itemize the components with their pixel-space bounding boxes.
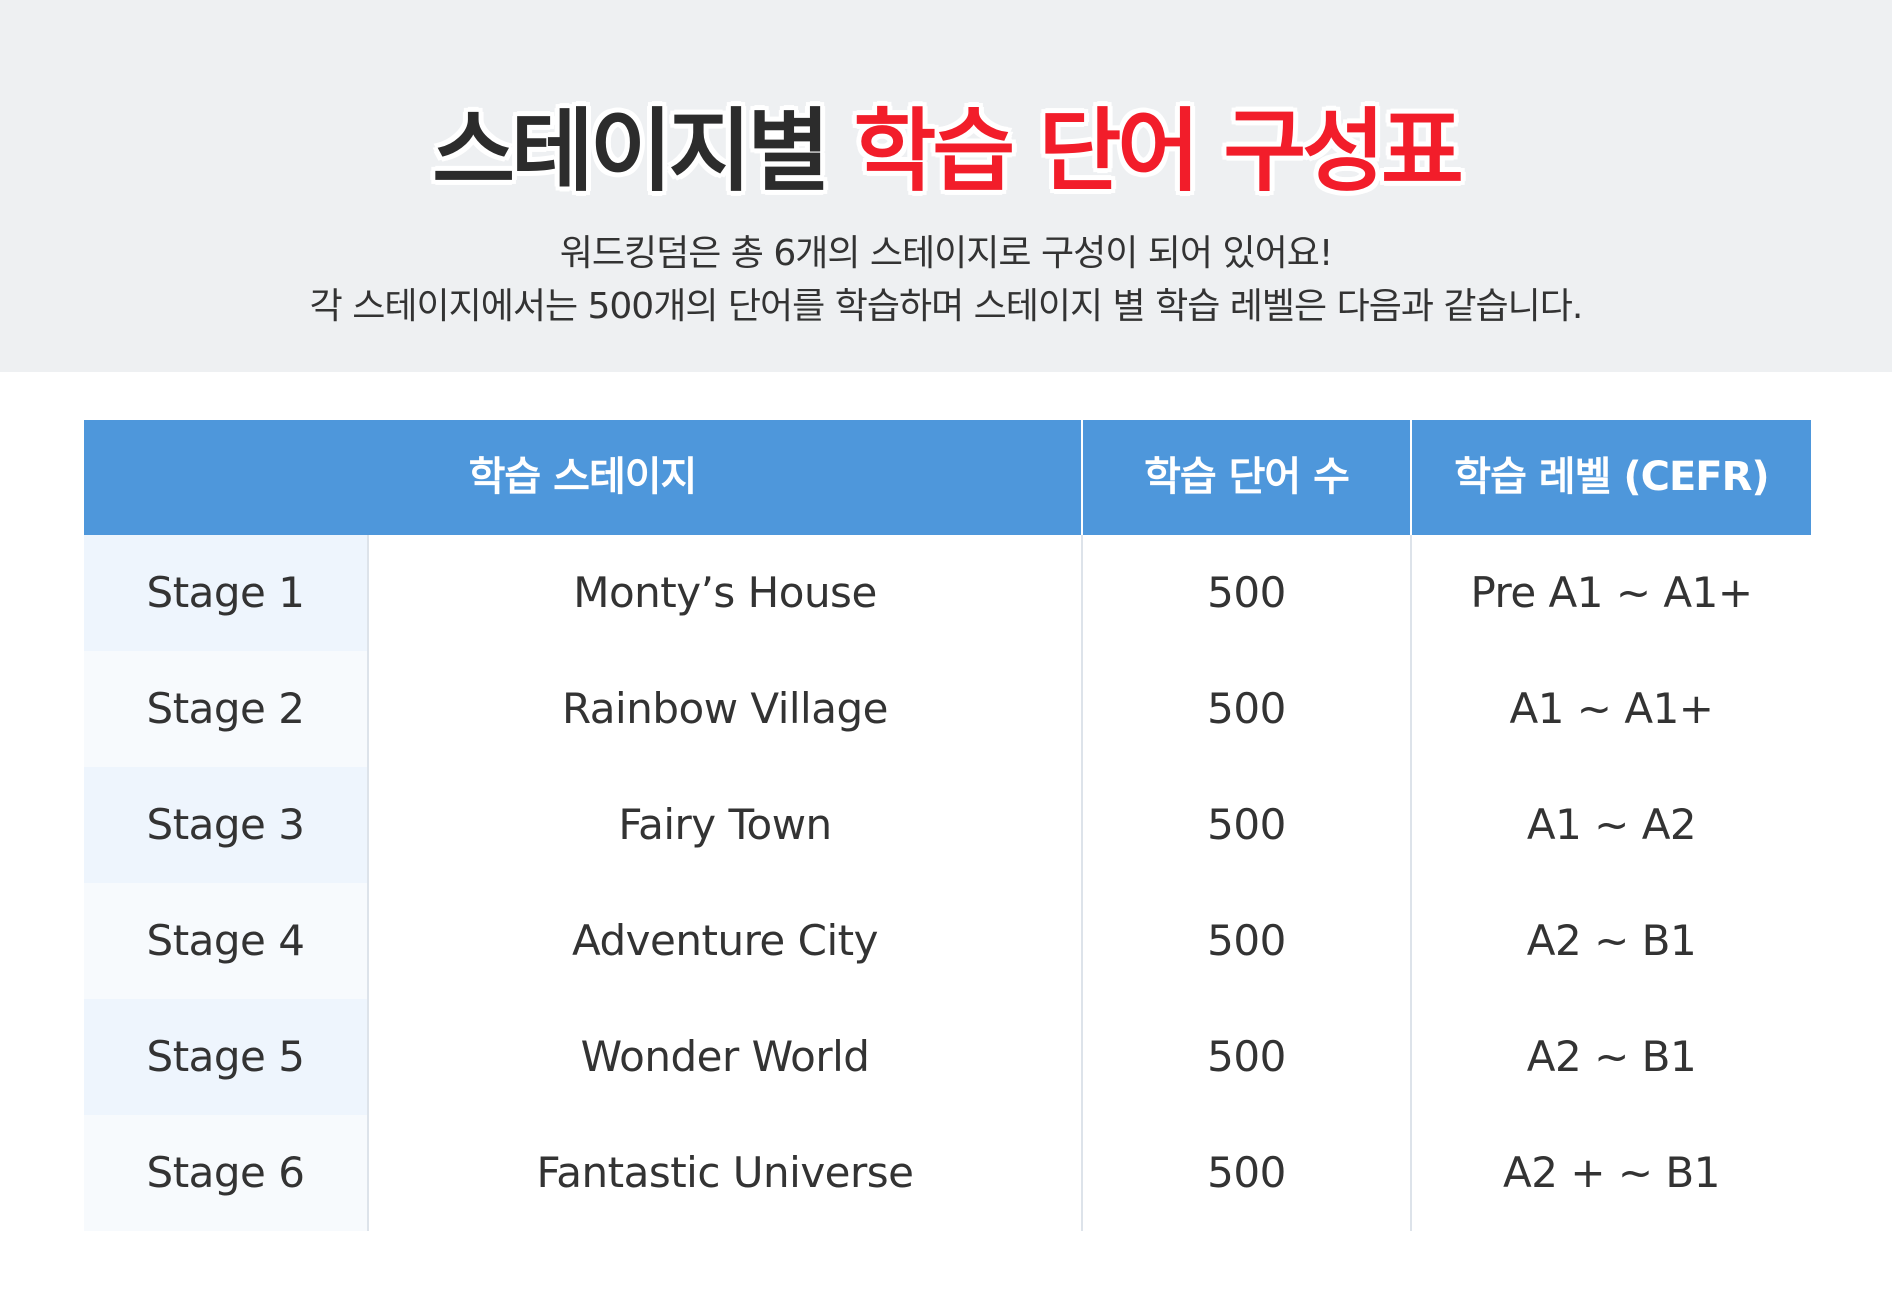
page-title: 스테이지별 학습 단어 구성표 — [0, 92, 1892, 212]
column-header-word-count: 학습 단어 수 — [1144, 454, 1350, 500]
stage-cell: Stage 4 — [84, 883, 367, 999]
column-header-level: 학습 레벨 (CEFR) — [1454, 454, 1769, 500]
word-count-cell: 500 — [1207, 800, 1286, 849]
stage-name-cell: Fairy Town — [618, 800, 832, 849]
column-divider — [1081, 535, 1083, 1231]
stage-word-table: 학습 스테이지 학습 단어 수 학습 레벨 (CEFR) Stage 1 Mon… — [84, 420, 1811, 1232]
stage-cell: Stage 6 — [84, 1115, 367, 1231]
column-divider — [1410, 535, 1412, 1231]
level-cell: A2 ~ B1 — [1526, 916, 1697, 965]
stage-cell: Stage 1 — [84, 535, 367, 651]
level-cell: A2 ~ B1 — [1526, 1032, 1697, 1081]
stage-name-cell: Wonder World — [580, 1032, 870, 1081]
stage-cell: Stage 5 — [84, 999, 367, 1115]
table-row: Stage 2 Rainbow Village 500 A1 ~ A1+ — [84, 651, 1811, 767]
stage-name-cell: Monty’s House — [573, 568, 877, 617]
level-cell: A2 + ~ B1 — [1503, 1148, 1720, 1197]
word-count-cell: 500 — [1207, 1032, 1286, 1081]
stage-name-cell: Rainbow Village — [562, 684, 888, 733]
word-count-cell: 500 — [1207, 568, 1286, 617]
title-dark-text: 스테이지별 — [431, 98, 832, 206]
table-row: Stage 4 Adventure City 500 A2 ~ B1 — [84, 883, 1811, 999]
title-red-text: 학습 단어 구성표 — [852, 98, 1465, 206]
table-header: 학습 스테이지 학습 단어 수 학습 레벨 (CEFR) — [84, 420, 1811, 535]
table-row: Stage 6 Fantastic Universe 500 A2 + ~ B1 — [84, 1115, 1811, 1231]
table-row: Stage 5 Wonder World 500 A2 ~ B1 — [84, 999, 1811, 1115]
stage-name-cell: Adventure City — [572, 916, 878, 965]
stage-cell: Stage 2 — [84, 651, 367, 767]
word-count-cell: 500 — [1207, 916, 1286, 965]
column-divider — [367, 535, 369, 1231]
level-cell: Pre A1 ~ A1+ — [1470, 568, 1753, 617]
subtitle-line-2: 각 스테이지에서는 500개의 단어를 학습하며 스테이지 별 학습 레벨은 다… — [309, 286, 1584, 327]
word-count-cell: 500 — [1207, 684, 1286, 733]
subtitle-line-1: 워드킹덤은 총 6개의 스테이지로 구성이 되어 있어요! — [559, 233, 1334, 274]
header-divider — [1410, 420, 1412, 535]
table-row: Stage 3 Fairy Town 500 A1 ~ A2 — [84, 767, 1811, 883]
stage-cell: Stage 3 — [84, 767, 367, 883]
column-header-stage: 학습 스테이지 — [468, 454, 698, 500]
header-divider — [1081, 420, 1083, 535]
level-cell: A1 ~ A2 — [1526, 800, 1697, 849]
stage-name-cell: Fantastic Universe — [536, 1148, 914, 1197]
level-cell: A1 ~ A1+ — [1509, 684, 1715, 733]
table-row: Stage 1 Monty’s House 500 Pre A1 ~ A1+ — [84, 535, 1811, 651]
header-banner: 스테이지별 학습 단어 구성표 워드킹덤은 총 6개의 스테이지로 구성이 되어… — [0, 0, 1892, 372]
word-count-cell: 500 — [1207, 1148, 1286, 1197]
